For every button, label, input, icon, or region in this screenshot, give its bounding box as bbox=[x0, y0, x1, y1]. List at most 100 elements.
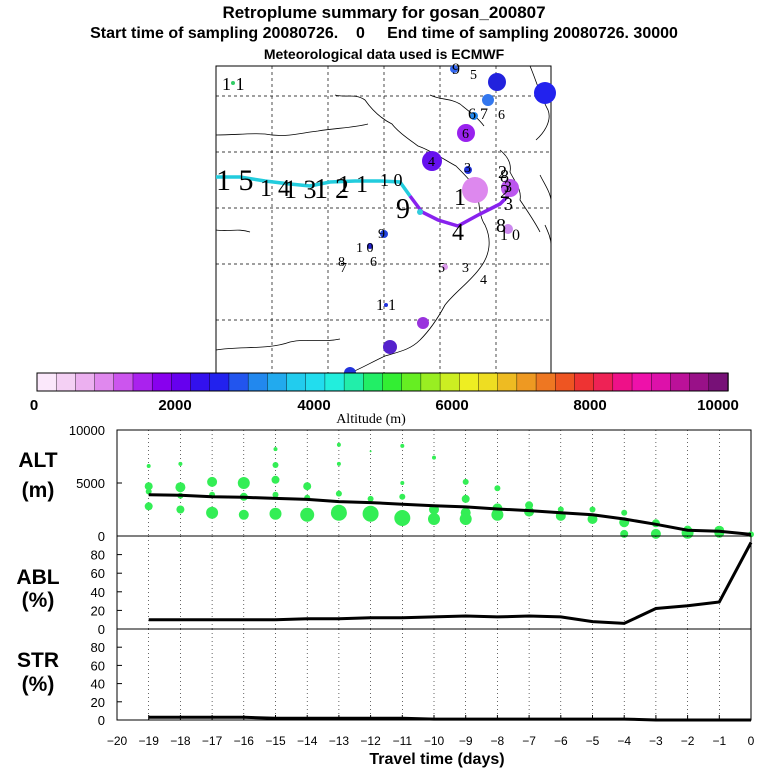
altitude-point bbox=[273, 447, 278, 452]
colorbar-tick-label: 6000 bbox=[435, 397, 468, 414]
altitude-point bbox=[175, 482, 186, 493]
map-day-label: 1 3 bbox=[284, 175, 317, 204]
altitude-median-line bbox=[148, 493, 752, 536]
altitude-point bbox=[461, 494, 470, 503]
colorbar-swatch bbox=[190, 372, 211, 392]
colorbar-swatch bbox=[267, 372, 288, 392]
map-day-label: 3 bbox=[504, 194, 513, 214]
map-day-label: 1 1 bbox=[376, 297, 396, 314]
y-tick-label: 0 bbox=[98, 713, 105, 728]
x-tick-label: 0 bbox=[748, 734, 755, 748]
colorbar-swatch bbox=[478, 372, 499, 392]
map-dot bbox=[380, 230, 388, 238]
y-tick-label: 60 bbox=[91, 566, 105, 581]
altitude-point bbox=[491, 508, 504, 521]
colorbar-swatch bbox=[612, 372, 633, 392]
colorbar-swatch bbox=[324, 372, 345, 392]
altitude-point bbox=[494, 485, 501, 492]
map-day-label: 6 bbox=[462, 127, 469, 142]
map-day-label: 5 bbox=[470, 68, 477, 83]
colorbar-swatch bbox=[36, 372, 57, 392]
colorbar-swatch bbox=[75, 372, 96, 392]
altitude-point bbox=[178, 461, 183, 466]
y-tick-label: 5000 bbox=[76, 476, 105, 491]
map-day-label: 9 bbox=[396, 194, 410, 225]
colorbar-swatch bbox=[574, 372, 595, 392]
x-tick-label: −3 bbox=[649, 734, 663, 748]
altitude-point bbox=[400, 481, 405, 485]
colorbar-tick-label: 0 bbox=[30, 397, 38, 414]
map-day-label: 1 1 bbox=[338, 172, 368, 198]
map-day-label: 2 bbox=[500, 181, 510, 203]
x-tick-label: −2 bbox=[681, 734, 695, 748]
altitude-point bbox=[399, 493, 406, 500]
altitude-point bbox=[176, 505, 185, 514]
y-tick-label: 0 bbox=[98, 529, 105, 544]
colorbar-swatch bbox=[555, 372, 576, 392]
altitude-point bbox=[462, 478, 469, 485]
abl-fraction-line bbox=[148, 541, 753, 625]
map-day-label: 1 bbox=[454, 185, 466, 211]
y-axis-label: ALT bbox=[18, 449, 57, 472]
colorbar-swatch bbox=[651, 372, 672, 392]
map-day-label: 3 bbox=[504, 179, 512, 196]
y-axis-label: ABL bbox=[16, 566, 59, 589]
map-day-label: 4 bbox=[480, 273, 487, 288]
y-tick-label: 80 bbox=[91, 548, 105, 563]
map-dot bbox=[470, 112, 478, 120]
x-tick-label: −16 bbox=[234, 734, 255, 748]
panel-abl: 0 20 40 60 80 ABL(%) bbox=[16, 535, 753, 637]
map-day-label: 2 bbox=[498, 162, 507, 182]
colorbar-swatch bbox=[171, 372, 192, 392]
altitude-point bbox=[238, 509, 249, 520]
map-dot bbox=[417, 317, 429, 329]
x-tick-label: −8 bbox=[491, 734, 505, 748]
altitude-point bbox=[300, 507, 315, 522]
colorbar-tick-label: 4000 bbox=[297, 397, 330, 414]
altitude-point bbox=[303, 482, 312, 491]
map-day-label: 1 4 bbox=[260, 176, 290, 202]
y-axis-label: (%) bbox=[22, 589, 55, 612]
colorbar-swatch bbox=[535, 372, 556, 392]
altitude-point bbox=[330, 504, 347, 521]
x-tick-label: −4 bbox=[617, 734, 631, 748]
map-day-label: 8 bbox=[496, 215, 506, 237]
x-tick-label: −15 bbox=[265, 734, 286, 748]
y-tick-label: 60 bbox=[91, 658, 105, 673]
altitude-colorbar: 0 2000 4000 6000 8000 10000 Altitude (m) bbox=[30, 372, 739, 427]
x-tick-label: −18 bbox=[170, 734, 191, 748]
map-dot bbox=[462, 177, 488, 203]
map-dot bbox=[367, 243, 373, 249]
y-tick-label: 0 bbox=[98, 622, 105, 637]
altitude-point bbox=[207, 476, 218, 487]
map-day-label: 4 bbox=[452, 220, 464, 246]
colorbar-swatch bbox=[343, 372, 364, 392]
colorbar-swatch bbox=[151, 372, 173, 392]
colorbar-tick-label: 8000 bbox=[573, 397, 606, 414]
colorbar-swatch bbox=[209, 372, 230, 392]
map-day-label: 8 bbox=[338, 255, 345, 270]
x-tick-label: −17 bbox=[202, 734, 223, 748]
map-day-label: 7 bbox=[340, 261, 347, 276]
altitude-point bbox=[336, 461, 341, 466]
panel-frame bbox=[116, 628, 752, 721]
map-day-label: 5 bbox=[438, 261, 445, 276]
altitude-point bbox=[237, 477, 250, 489]
altitude-point bbox=[335, 490, 342, 497]
map-dot bbox=[384, 303, 388, 307]
altitude-point bbox=[144, 502, 153, 511]
trajectory-cyan bbox=[216, 175, 412, 198]
map-dot bbox=[422, 151, 442, 171]
colorbar-swatch bbox=[228, 372, 249, 392]
map-day-label: 6 7 bbox=[468, 106, 488, 123]
map-graticule bbox=[216, 66, 551, 373]
altitude-point bbox=[144, 482, 153, 491]
altitude-point bbox=[650, 528, 661, 539]
altitude-point bbox=[269, 507, 282, 520]
x-tick-label: −11 bbox=[393, 734, 413, 748]
map-dot bbox=[417, 209, 423, 215]
altitude-point bbox=[459, 513, 472, 525]
x-tick-label: −5 bbox=[586, 734, 600, 748]
